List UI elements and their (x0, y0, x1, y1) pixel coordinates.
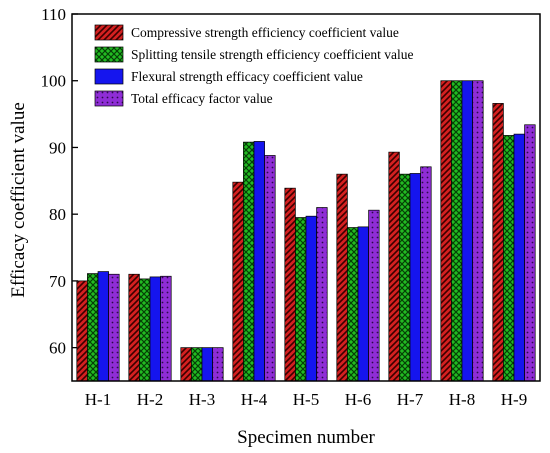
x-tick-label: H-9 (501, 390, 527, 409)
bar-h-9-series-1 (492, 103, 504, 382)
bar-h-1-series-1 (76, 280, 88, 382)
y-tick-label: 80 (49, 205, 66, 224)
x-axis-title: Specimen number (237, 427, 375, 448)
bar-h-4-series-1 (232, 181, 244, 382)
bar-h-5-series-1 (284, 187, 296, 382)
legend-swatch (94, 24, 124, 41)
bar-h-5-series-2 (295, 217, 307, 382)
bar-h-8-series-4 (472, 80, 484, 382)
bar-h-5-series-4 (316, 207, 328, 382)
bar-h-6-series-4 (368, 209, 380, 382)
bar-h-4-series-4 (264, 155, 276, 382)
bar-h-7-series-2 (399, 173, 411, 382)
y-tick-label: 110 (41, 5, 66, 24)
y-tick-label: 70 (49, 272, 66, 291)
bar-h-7-series-4 (420, 166, 432, 382)
x-tick-label: H-8 (449, 390, 475, 409)
bars (76, 80, 536, 382)
bar-h-3-series-2 (191, 347, 203, 382)
x-tick-label: H-6 (345, 390, 371, 409)
x-tick-label: H-3 (189, 390, 215, 409)
bar-h-7-series-3 (409, 173, 421, 382)
x-tick-label: H-4 (241, 390, 268, 409)
bar-h-4-series-3 (253, 141, 265, 382)
y-tick-label: 60 (49, 339, 66, 358)
x-tick-label: H-1 (85, 390, 111, 409)
bar-h-4-series-2 (243, 141, 255, 382)
bar-h-8-series-2 (451, 80, 463, 382)
bar-h-3-series-4 (212, 347, 224, 382)
legend-label: Flexural strength efficacy coefficient v… (131, 69, 363, 84)
bar-h-3-series-3 (201, 347, 213, 382)
x-tick-label: H-7 (397, 390, 424, 409)
bar-h-1-series-4 (108, 273, 120, 382)
legend-label: Compressive strength efficiency coeffici… (131, 25, 399, 40)
bar-h-2-series-2 (139, 278, 151, 382)
bar-h-8-series-3 (461, 80, 473, 382)
bar-h-6-series-1 (336, 173, 348, 382)
y-tick-label: 100 (41, 72, 67, 91)
bar-h-8-series-1 (440, 80, 452, 382)
bar-h-2-series-3 (149, 276, 161, 382)
legend-swatch (94, 68, 124, 85)
legend-label: Splitting tensile strength efficiency co… (131, 47, 414, 62)
x-tick-label: H-5 (293, 390, 319, 409)
bar-h-1-series-2 (87, 273, 99, 382)
x-tick-label: H-2 (137, 390, 163, 409)
bar-h-9-series-2 (503, 135, 515, 382)
bar-h-2-series-4 (160, 275, 172, 382)
bar-h-1-series-3 (97, 271, 109, 382)
bar-h-9-series-3 (513, 133, 525, 382)
plot-frame (71, 13, 541, 382)
legend-swatch (94, 46, 124, 63)
bar-h-5-series-3 (305, 215, 317, 382)
legend-swatch (94, 90, 124, 107)
bar-h-2-series-1 (128, 273, 140, 382)
y-axis-title: Efficacy coefficient value (8, 102, 29, 298)
bar-h-7-series-1 (388, 151, 400, 382)
bar-h-6-series-2 (347, 227, 359, 382)
bar-h-9-series-4 (524, 124, 536, 382)
x-axis: H-1 H-2 H-3 H-4 H-5 H-6 H-7 H-8 H-9 (85, 375, 527, 409)
bar-h-3-series-1 (180, 347, 192, 382)
legend: Compressive strength efficiency coeffici… (94, 24, 414, 107)
y-axis: 60 70 80 90 100 110 (41, 5, 78, 358)
legend-label: Total efficacy factor value (131, 91, 273, 106)
y-tick-label: 90 (49, 138, 66, 157)
bar-h-6-series-3 (357, 226, 369, 382)
